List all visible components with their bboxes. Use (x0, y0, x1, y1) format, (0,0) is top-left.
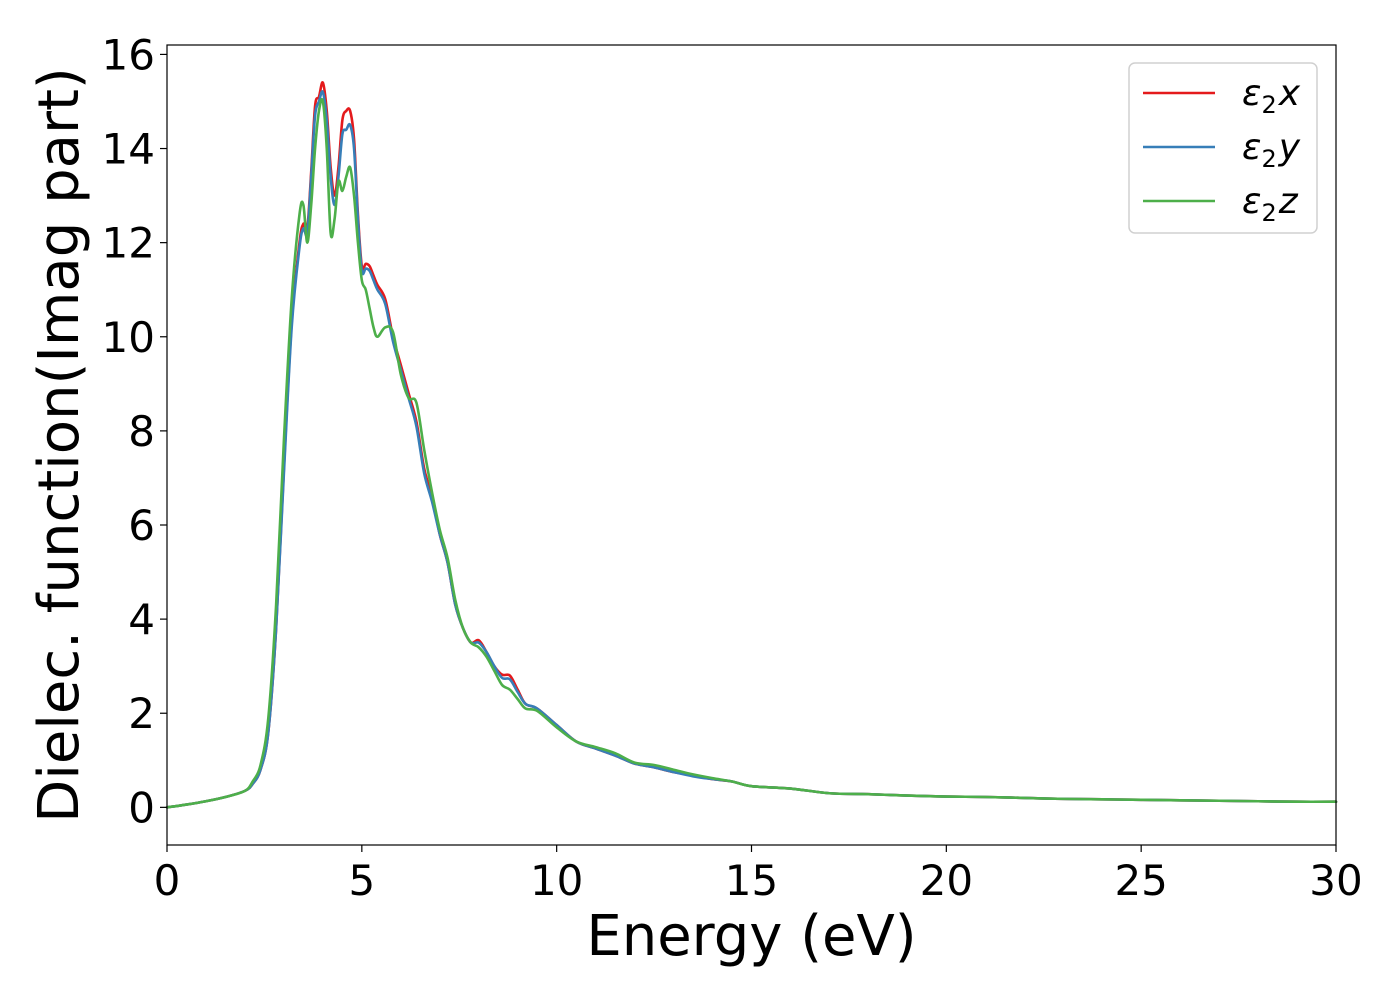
legend-label: ε2z (1242, 181, 1299, 227)
x-tick-label: 25 (1114, 856, 1167, 905)
legend-label-subscript: 2 (1261, 145, 1276, 173)
y-tick-label: 4 (128, 595, 155, 644)
y-axis-ticks: 0 2 4 6 8 10 12 14 16 (102, 30, 167, 832)
x-tick-label: 5 (348, 856, 375, 905)
y-tick-label: 6 (128, 501, 155, 550)
legend-label: ε2y (1242, 127, 1301, 173)
y-tick-label: 14 (102, 125, 155, 174)
legend-label-variable: z (1278, 181, 1299, 222)
legend-box (1128, 62, 1318, 234)
x-tick-label: 0 (154, 856, 181, 905)
legend-label-base: ε (1242, 73, 1261, 114)
x-tick-label: 15 (725, 856, 778, 905)
legend-label-subscript: 2 (1261, 199, 1276, 227)
legend-label-base: ε (1242, 181, 1261, 222)
y-tick-label: 16 (102, 30, 155, 79)
y-tick-label: 0 (128, 783, 155, 832)
x-axis-label: Energy (eV) (586, 904, 916, 969)
y-axis-label: Dielec. function(Imag part) (27, 67, 92, 823)
x-axis-ticks: 0 5 10 15 20 25 30 (154, 845, 1363, 905)
y-tick-label: 10 (102, 313, 155, 362)
y-tick-label: 12 (102, 219, 155, 268)
legend-label-variable: x (1278, 73, 1301, 114)
legend-label: ε2x (1242, 73, 1301, 119)
x-tick-label: 10 (530, 856, 583, 905)
y-tick-label: 8 (128, 407, 155, 456)
legend-label-subscript: 2 (1261, 91, 1276, 119)
series-line-z (165, 97, 1338, 809)
legend-label-variable: y (1278, 127, 1301, 168)
x-tick-label: 30 (1309, 856, 1362, 905)
series-layer (165, 81, 1338, 809)
x-tick-label: 20 (920, 856, 973, 905)
legend-label-base: ε (1242, 127, 1261, 168)
y-tick-label: 2 (128, 689, 155, 738)
